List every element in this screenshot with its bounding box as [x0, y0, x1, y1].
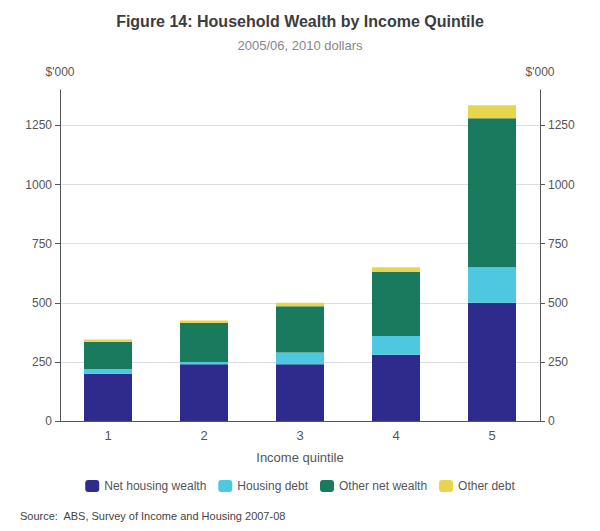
svg-text:2005/06, 2010 dollars: 2005/06, 2010 dollars: [237, 38, 363, 53]
svg-text:750: 750: [548, 237, 568, 251]
svg-text:$'000: $'000: [526, 65, 555, 79]
svg-text:250: 250: [32, 355, 52, 369]
svg-text:4: 4: [392, 428, 399, 443]
svg-text:750: 750: [32, 237, 52, 251]
svg-text:Figure 14: Household Wealth by: Figure 14: Household Wealth by Income Qu…: [116, 13, 484, 30]
svg-text:1: 1: [104, 428, 111, 443]
svg-text:Other net wealth: Other net wealth: [339, 479, 427, 493]
svg-text:1000: 1000: [25, 178, 52, 192]
svg-text:0: 0: [45, 414, 52, 428]
svg-text:Housing debt: Housing debt: [237, 479, 308, 493]
svg-text:0: 0: [548, 414, 555, 428]
svg-text:1250: 1250: [548, 118, 575, 132]
svg-text:500: 500: [32, 296, 52, 310]
svg-text:Other debt: Other debt: [458, 479, 515, 493]
svg-text:250: 250: [548, 355, 568, 369]
svg-text:2: 2: [200, 428, 207, 443]
svg-text:$'000: $'000: [46, 65, 75, 79]
svg-text:1000: 1000: [548, 178, 575, 192]
svg-text:Source: ABS, Survey of Income: Source: ABS, Survey of Income and Housin…: [20, 510, 285, 522]
svg-text:Net housing wealth: Net housing wealth: [104, 479, 206, 493]
svg-text:500: 500: [548, 296, 568, 310]
svg-text:Income quintile: Income quintile: [256, 450, 343, 465]
svg-text:1250: 1250: [25, 118, 52, 132]
svg-text:5: 5: [488, 428, 495, 443]
svg-text:3: 3: [296, 428, 303, 443]
